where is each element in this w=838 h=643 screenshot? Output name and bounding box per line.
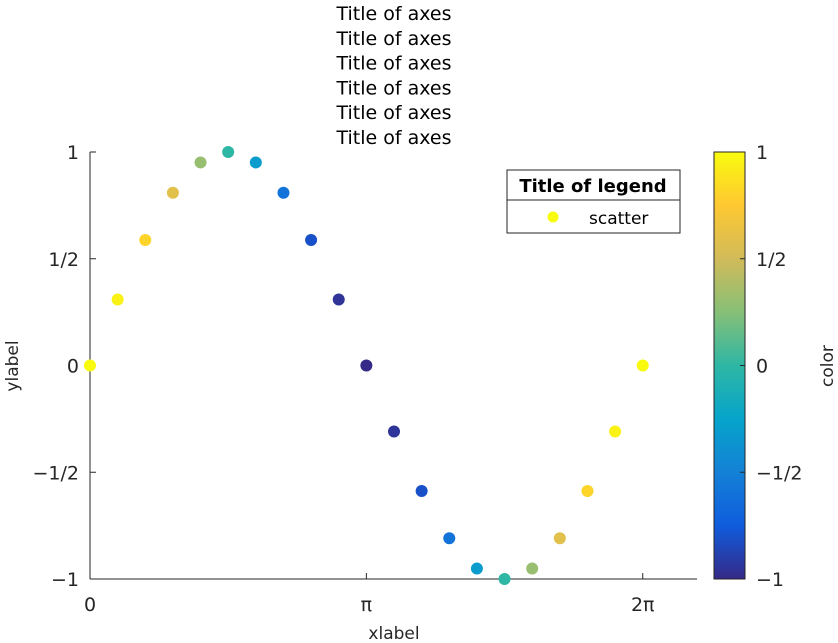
axes-title-line: Title of axes bbox=[335, 28, 451, 50]
data-point bbox=[498, 573, 511, 585]
axes-title-line: Title of axes bbox=[335, 102, 451, 124]
data-point bbox=[360, 359, 373, 372]
data-point bbox=[277, 186, 290, 199]
legend: Title of legend scatter bbox=[506, 169, 681, 234]
axes-title-line: Title of axes bbox=[335, 77, 451, 99]
data-point bbox=[111, 293, 124, 306]
axes-title-line: Title of axes bbox=[335, 53, 451, 75]
data-point bbox=[84, 359, 96, 372]
data-point bbox=[332, 293, 345, 306]
data-point bbox=[443, 532, 456, 545]
x-tick-label: 2π bbox=[631, 594, 655, 616]
legend-entry-label: scatter bbox=[589, 209, 648, 229]
colorbar-label: color bbox=[818, 345, 838, 387]
x-axis-label: xlabel bbox=[368, 624, 419, 643]
x-tick-label: π bbox=[361, 594, 372, 616]
colorbar-tick-label: 1/2 bbox=[756, 249, 787, 271]
colorbar-ticks: −1 −1/2 0 1/2 1 bbox=[740, 142, 803, 591]
colorbar-gradient bbox=[713, 151, 746, 580]
data-point bbox=[388, 425, 401, 438]
y-tick-label: 0 bbox=[67, 356, 79, 378]
data-point bbox=[581, 484, 594, 497]
y-tick-label: −1/2 bbox=[33, 462, 80, 484]
colorbar: −1 −1/2 0 1/2 1 color bbox=[713, 142, 838, 591]
data-point bbox=[139, 234, 152, 247]
data-point bbox=[194, 156, 207, 169]
data-point bbox=[305, 234, 318, 247]
data-point bbox=[166, 186, 179, 199]
data-point bbox=[415, 484, 428, 497]
colorbar-tick-label: −1/2 bbox=[756, 462, 803, 484]
data-point bbox=[526, 562, 539, 575]
colorbar-tick-label: 0 bbox=[756, 356, 768, 378]
data-point bbox=[249, 156, 262, 169]
y-tick-label: 1 bbox=[67, 142, 79, 164]
x-tick-label: 0 bbox=[84, 594, 96, 616]
y-tick-label: −1 bbox=[51, 569, 79, 591]
axes-title-line: Title of axes bbox=[335, 127, 451, 149]
legend-title: Title of legend bbox=[519, 176, 666, 197]
axes-title-line: Title of axes bbox=[335, 3, 451, 25]
y-tick-label: 1/2 bbox=[48, 249, 79, 271]
scatter-series bbox=[84, 146, 649, 585]
y-axis-label: ylabel bbox=[3, 340, 23, 391]
data-point bbox=[470, 562, 483, 575]
colorbar-tick-label: 1 bbox=[756, 142, 768, 164]
data-point bbox=[609, 425, 622, 438]
data-point bbox=[636, 359, 649, 372]
legend-marker bbox=[547, 211, 559, 223]
y-axis-ticks: −1 −1/2 0 1/2 1 bbox=[33, 142, 96, 591]
colorbar-tick-label: −1 bbox=[756, 569, 784, 591]
x-axis-ticks: 0 π 2π bbox=[84, 573, 655, 616]
legend-box bbox=[506, 169, 681, 234]
data-point bbox=[553, 532, 566, 545]
data-point bbox=[222, 146, 235, 158]
